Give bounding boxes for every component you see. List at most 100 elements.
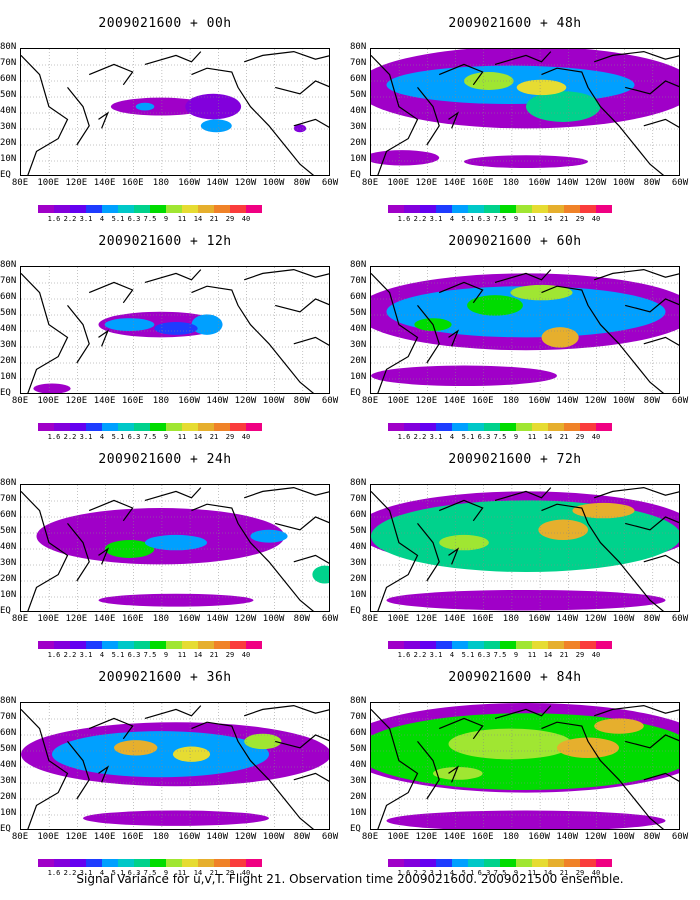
latitude-label: 50N bbox=[350, 744, 367, 754]
longitude-label: 160E bbox=[121, 178, 144, 188]
colorbar-swatch bbox=[468, 641, 484, 649]
latitude-label: 20N bbox=[0, 138, 17, 148]
colorbar-label: 6.3 bbox=[477, 215, 491, 223]
latitude-label: 20N bbox=[0, 574, 17, 584]
colorbar-label: 6.3 bbox=[127, 433, 141, 441]
coastline bbox=[98, 329, 110, 347]
longitude-label: 120W bbox=[234, 614, 257, 624]
variance-region bbox=[145, 534, 207, 551]
longitude-label: 60W bbox=[321, 832, 339, 842]
longitude-label: 80W bbox=[643, 832, 660, 842]
latitude-label: 60N bbox=[0, 510, 17, 520]
latitude-label: 10N bbox=[0, 372, 17, 382]
colorbar-label: 2.2 bbox=[63, 651, 77, 659]
colorbar-swatch bbox=[388, 641, 404, 649]
colorbar-labels: 1.6 2.2 3.1 4 5.1 6.3 7.5 9 11 14 21 29 40 bbox=[38, 651, 310, 661]
coastline bbox=[371, 54, 419, 175]
colorbar-swatch bbox=[182, 641, 198, 649]
coastline bbox=[21, 708, 69, 829]
colorbar-label: 4 bbox=[449, 433, 455, 441]
longitude-label: 140W bbox=[206, 614, 229, 624]
panel-title: 2009021600 + 36h bbox=[98, 670, 232, 685]
variance-region bbox=[52, 731, 269, 778]
variance-region bbox=[83, 810, 269, 826]
latitude-label: 20N bbox=[350, 356, 367, 366]
latitude-label: 80N bbox=[0, 696, 17, 706]
coastline bbox=[541, 67, 665, 175]
longitude-label: 80E bbox=[361, 614, 379, 624]
colorbar-swatch bbox=[564, 205, 580, 213]
longitude-label: 100W bbox=[612, 178, 635, 188]
colorbar-swatch bbox=[214, 859, 230, 867]
colorbar-label: 9 bbox=[163, 651, 169, 659]
coastline bbox=[594, 50, 679, 63]
colorbar-swatch bbox=[564, 641, 580, 649]
colorbar-label: 40 bbox=[241, 869, 251, 877]
colorbar-swatch bbox=[150, 423, 166, 431]
colorbar-label: 29 bbox=[575, 433, 585, 441]
colorbar-label: 11 bbox=[527, 651, 537, 659]
colorbar-swatch bbox=[118, 859, 134, 867]
coastline bbox=[144, 51, 202, 65]
colorbar-swatch bbox=[70, 423, 86, 431]
longitude-axis: 80E 100E 120E 140E 160E 180 160W 140W 120W 100W 80… bbox=[12, 832, 338, 842]
colorbar-swatch bbox=[54, 205, 70, 213]
coastline bbox=[594, 486, 679, 499]
longitude-label: 120E bbox=[415, 396, 438, 406]
variance-region bbox=[439, 534, 489, 551]
colorbar-label: 14 bbox=[193, 651, 203, 659]
colorbar-label: 5.1 bbox=[461, 869, 475, 877]
longitude-label: 80W bbox=[293, 178, 310, 188]
longitude-label: 80W bbox=[293, 832, 310, 842]
colorbar-swatch bbox=[134, 423, 150, 431]
latitude-label: 50N bbox=[0, 308, 17, 318]
colorbar-swatch bbox=[580, 859, 596, 867]
coastline bbox=[494, 51, 552, 65]
colorbar-swatch bbox=[500, 423, 516, 431]
map-area bbox=[370, 484, 680, 612]
variance-region bbox=[244, 733, 282, 750]
longitude-axis: 80E 100E 120E 140E 160E 180 160W 140W 120W 100W 80… bbox=[12, 396, 338, 406]
longitude-label: 160E bbox=[471, 396, 494, 406]
map-svg bbox=[21, 49, 329, 175]
longitude-label: 80E bbox=[11, 396, 29, 406]
longitude-label: 140E bbox=[443, 614, 466, 624]
colorbar-label: 2.2 bbox=[413, 433, 427, 441]
colorbar-swatch bbox=[420, 205, 436, 213]
colorbar-label: 6.3 bbox=[127, 869, 141, 877]
variance-region bbox=[371, 500, 679, 573]
longitude-label: 160W bbox=[528, 614, 550, 624]
coastline bbox=[67, 741, 90, 800]
colorbar-label: 9 bbox=[163, 433, 169, 441]
coastline bbox=[625, 80, 679, 95]
longitude-label: 100W bbox=[612, 832, 635, 842]
colorbar-label: 21 bbox=[559, 869, 569, 877]
longitude-label: 60W bbox=[321, 396, 339, 406]
longitude-label: 100W bbox=[612, 396, 635, 406]
latitude-label: 30N bbox=[350, 558, 367, 568]
colorbar-label: 21 bbox=[559, 433, 569, 441]
coastline bbox=[417, 523, 440, 582]
coastline bbox=[371, 708, 419, 829]
panel-title: 2009021600 + 12h bbox=[98, 234, 232, 249]
colorbar-swatch bbox=[484, 205, 500, 213]
coastline bbox=[541, 285, 665, 393]
latitude-label: 10N bbox=[0, 808, 17, 818]
colorbar-swatch bbox=[484, 423, 500, 431]
colorbar bbox=[388, 205, 612, 213]
latitude-label: 20N bbox=[0, 792, 17, 802]
colorbar-label: 40 bbox=[591, 869, 601, 877]
colorbar-swatch bbox=[86, 859, 102, 867]
latitude-label: 20N bbox=[350, 574, 367, 584]
colorbar-labels: 1.6 2.2 3.1 4 5.1 6.3 7.5 9 11 14 21 29 40 bbox=[38, 869, 310, 879]
colorbar-label: 4 bbox=[449, 215, 455, 223]
latitude-label: 50N bbox=[0, 744, 17, 754]
map-area bbox=[20, 266, 330, 394]
latitude-label: 30N bbox=[0, 558, 17, 568]
colorbar-label: 14 bbox=[543, 433, 553, 441]
panel-title: 2009021600 + 24h bbox=[98, 452, 232, 467]
longitude-label: 80E bbox=[11, 832, 29, 842]
colorbar bbox=[388, 859, 612, 867]
longitude-label: 60W bbox=[321, 178, 339, 188]
map-panel: 2009021600 + 84h 80N 70N 60N 50N 40N 30N 20N 10N… bbox=[350, 662, 688, 877]
